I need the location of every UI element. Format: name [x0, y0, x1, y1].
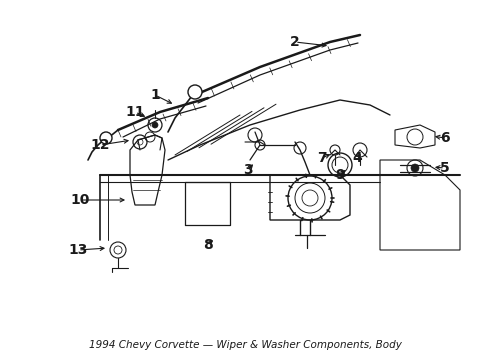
Circle shape: [100, 132, 112, 144]
Circle shape: [411, 164, 419, 172]
Text: 1: 1: [150, 88, 160, 102]
Text: 4: 4: [352, 151, 362, 165]
Text: 1994 Chevy Corvette — Wiper & Washer Components, Body: 1994 Chevy Corvette — Wiper & Washer Com…: [89, 340, 401, 350]
Circle shape: [152, 122, 158, 128]
Text: 6: 6: [440, 131, 450, 145]
Text: 13: 13: [68, 243, 88, 257]
Circle shape: [188, 85, 202, 99]
Text: 3: 3: [243, 163, 253, 177]
Text: 11: 11: [125, 105, 145, 119]
Text: 9: 9: [335, 168, 345, 182]
Text: 2: 2: [290, 35, 300, 49]
Text: 5: 5: [440, 161, 450, 175]
Text: 8: 8: [203, 238, 213, 252]
Text: 7: 7: [317, 151, 327, 165]
Text: 10: 10: [70, 193, 90, 207]
Text: 12: 12: [90, 138, 110, 152]
